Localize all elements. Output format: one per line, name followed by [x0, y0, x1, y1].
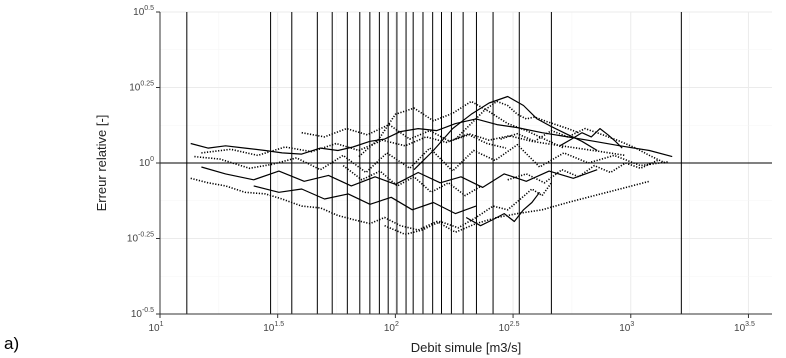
series-line: [358, 100, 565, 158]
x-tick-label: 102.5: [499, 321, 520, 334]
y-tick-base: 10: [133, 7, 145, 18]
x-tick-exponent: 2: [395, 321, 399, 328]
x-tick-label: 103.5: [734, 321, 755, 334]
panel-label: a): [4, 334, 20, 353]
x-tick-exponent: 3: [630, 321, 634, 328]
y-tick-label: 10-0.25: [127, 232, 154, 245]
y-tick-base: 10: [129, 82, 141, 93]
axes: 101 101.5 102 102.5 103 103.5100.5100.2510010…: [127, 5, 772, 334]
x-tick-base: 10: [619, 323, 631, 334]
series-line: [301, 123, 507, 149]
y-tick-label: 100.5: [133, 5, 154, 18]
series-line: [454, 100, 579, 140]
y-tick-base: 10: [139, 158, 151, 169]
x-tick-label: 101.5: [263, 321, 284, 334]
y-tick-exponent: -0.25: [138, 232, 154, 239]
y-tick-label: 100: [139, 156, 154, 169]
x-tick-label: 102: [384, 321, 399, 334]
x-tick-base: 10: [148, 323, 160, 334]
y-tick-exponent: -0.5: [142, 307, 154, 314]
y-tick-exponent: 0: [150, 156, 154, 163]
y-tick-base: 10: [131, 309, 143, 320]
series-line: [201, 166, 598, 188]
y-tick-label: 10-0.5: [131, 307, 154, 320]
series-line: [559, 128, 623, 149]
x-tick-label: 101: [148, 321, 163, 334]
series-line: [384, 182, 553, 236]
y-tick-exponent: 0.5: [144, 5, 154, 12]
series-line: [465, 191, 541, 227]
x-tick-label: 103: [619, 321, 634, 334]
x-tick-exponent: 1.5: [274, 321, 284, 328]
y-axis-title: Erreur relative [-]: [94, 115, 109, 212]
y-tick-base: 10: [127, 234, 139, 245]
series-line: [500, 127, 666, 164]
series-layer: [190, 95, 673, 236]
series-line: [190, 177, 650, 233]
x-tick-base: 10: [263, 323, 275, 334]
x-tick-base: 10: [384, 323, 396, 334]
series-line: [253, 185, 477, 215]
x-tick-exponent: 1: [160, 321, 164, 328]
y-tick-label: 100.25: [129, 80, 154, 93]
x-tick-base: 10: [499, 323, 511, 334]
x-tick-exponent: 3.5: [745, 321, 755, 328]
series-line: [413, 95, 598, 171]
x-tick-exponent: 2.5: [510, 321, 520, 328]
x-tick-base: 10: [734, 323, 746, 334]
y-tick-exponent: 0.25: [140, 80, 154, 87]
x-axis-title: Debit simule [m3/s]: [411, 340, 522, 355]
